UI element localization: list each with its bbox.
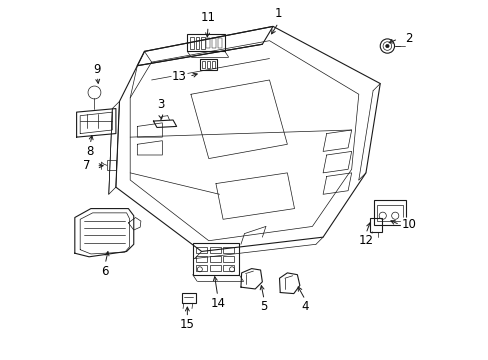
Text: 5: 5 <box>260 300 267 313</box>
Text: 9: 9 <box>93 63 101 76</box>
Text: 6: 6 <box>101 265 109 278</box>
Text: 14: 14 <box>210 297 225 310</box>
Text: 3: 3 <box>157 99 164 112</box>
Bar <box>195 37 199 49</box>
Text: 10: 10 <box>401 218 415 231</box>
Bar <box>196 247 206 253</box>
Text: 7: 7 <box>82 159 90 172</box>
Text: 1: 1 <box>274 8 282 21</box>
Text: 13: 13 <box>172 70 186 83</box>
Bar <box>211 62 215 68</box>
Bar <box>206 38 210 48</box>
Text: 15: 15 <box>180 318 194 331</box>
Text: 8: 8 <box>86 145 94 158</box>
Bar <box>209 265 220 271</box>
Bar <box>201 37 204 49</box>
Text: 4: 4 <box>301 300 308 313</box>
Bar <box>206 62 210 68</box>
Bar <box>190 37 194 49</box>
Bar <box>217 38 221 48</box>
Bar <box>201 62 205 68</box>
Circle shape <box>385 44 388 48</box>
Bar <box>223 247 234 253</box>
Bar <box>223 265 234 271</box>
Bar <box>211 38 215 48</box>
Bar <box>209 247 220 253</box>
Bar <box>209 256 220 262</box>
Bar <box>223 256 234 262</box>
Text: 2: 2 <box>404 32 412 45</box>
Text: 12: 12 <box>358 234 373 247</box>
Text: 11: 11 <box>200 11 215 24</box>
Bar <box>196 265 206 271</box>
Bar <box>196 256 206 262</box>
